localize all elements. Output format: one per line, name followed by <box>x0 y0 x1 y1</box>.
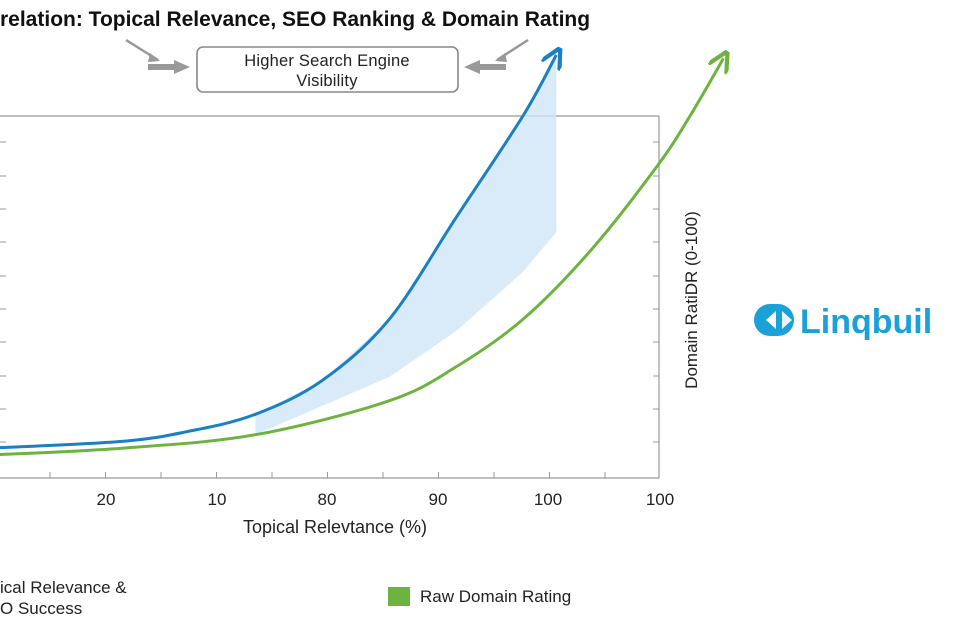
callout-right-arrow <box>478 64 506 70</box>
legend-swatch-raw-domain-rating <box>388 587 410 606</box>
x-tick-label: 20 <box>97 490 116 509</box>
plot-frame <box>0 115 660 479</box>
shaded-band <box>255 55 557 435</box>
x-tick-label: 100 <box>534 490 562 509</box>
x-tick-labels: 20 10 80 90 100 100 <box>97 490 675 509</box>
brand-logo-icon <box>754 304 794 336</box>
callout-line-2: Visibility <box>296 72 358 90</box>
legend: ical Relevance & O Success Raw Domain Ra… <box>0 578 571 618</box>
x-tick-label: 80 <box>318 490 337 509</box>
callout-right-diagonal-arrowhead <box>495 53 507 62</box>
x-tick-label: 90 <box>429 490 448 509</box>
callout-left-arrowhead <box>174 60 190 74</box>
legend-label-raw-domain-rating: Raw Domain Rating <box>420 587 571 606</box>
y-axis-label: Domain RatiDR (0-100) <box>682 211 701 389</box>
series-line-blue <box>0 55 556 450</box>
series-line-raw-domain-rating <box>0 58 723 456</box>
legend-label-1-line-2: O Success <box>0 599 82 618</box>
brand-name: Linqbuil <box>800 303 932 341</box>
chart-title: relation: Topical Relevance, SEO Ranking… <box>0 8 590 31</box>
x-axis-label: Topical Relevtance (%) <box>243 517 427 537</box>
callout-box <box>196 46 459 93</box>
legend-label-1-line-1: ical Relevance & <box>0 578 127 597</box>
callout-left-diagonal-arrowhead <box>148 53 160 62</box>
callout-line-1: Higher Search Engine <box>244 52 409 70</box>
visibility-callout: Higher Search Engine Visibility <box>125 38 529 93</box>
brand-logo: Linqbuil <box>754 303 932 341</box>
callout-left-arrow <box>148 64 176 70</box>
callout-right-arrowhead <box>464 60 480 74</box>
x-tick-label: 10 <box>208 490 227 509</box>
x-tick-label: 100 <box>646 490 674 509</box>
y-tick-marks <box>0 141 659 443</box>
x-tick-marks <box>49 472 606 478</box>
